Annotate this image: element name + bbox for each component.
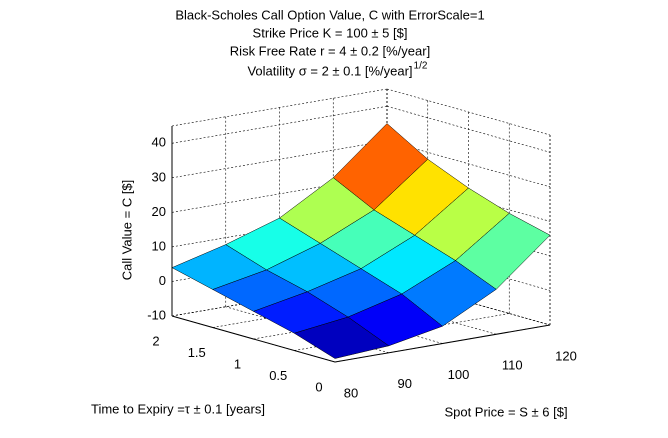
grid-line bbox=[334, 324, 551, 363]
x-tick-label: 80 bbox=[344, 385, 358, 400]
x-tick-label: 110 bbox=[502, 358, 523, 373]
y-tick-label: 0.5 bbox=[269, 368, 287, 383]
chart-title: Strike Price K = 100 ± 5 [$] bbox=[253, 25, 408, 40]
y-axis-label: Time to Expiry =τ ± 0.1 [years] bbox=[91, 401, 265, 416]
y-tick-label: 0 bbox=[315, 379, 322, 394]
x-tick-label: 120 bbox=[555, 348, 577, 363]
z-tick-label: 0 bbox=[159, 273, 166, 288]
z-tick-label: -10 bbox=[147, 307, 166, 322]
chart-title: Black-Scholes Call Option Value, C with … bbox=[175, 7, 484, 22]
z-tick-label: 10 bbox=[152, 238, 166, 253]
x-axis-label: Spot Price = S ± 6 [$] bbox=[444, 404, 567, 419]
y-tick-label: 1 bbox=[234, 356, 241, 371]
z-tick-label: 30 bbox=[152, 169, 166, 184]
z-tick-label: 20 bbox=[152, 204, 166, 219]
grid-line bbox=[171, 140, 388, 179]
z-tick-label: 40 bbox=[152, 135, 166, 150]
chart-title: Risk Free Rate r = 4 ± 0.2 [%/year] bbox=[230, 43, 430, 58]
y-tick-label: 2 bbox=[152, 333, 159, 348]
surface-patch bbox=[293, 316, 390, 359]
y-tick-label: 1.5 bbox=[188, 345, 206, 360]
title-superscript: 1/2 bbox=[414, 61, 428, 72]
x-tick-label: 100 bbox=[448, 367, 470, 382]
chart-title: Volatility σ = 2 ± 0.1 [%/year] bbox=[247, 63, 412, 78]
z-axis-label: Call Value = C [$] bbox=[119, 180, 134, 281]
x-tick-label: 90 bbox=[398, 376, 412, 391]
